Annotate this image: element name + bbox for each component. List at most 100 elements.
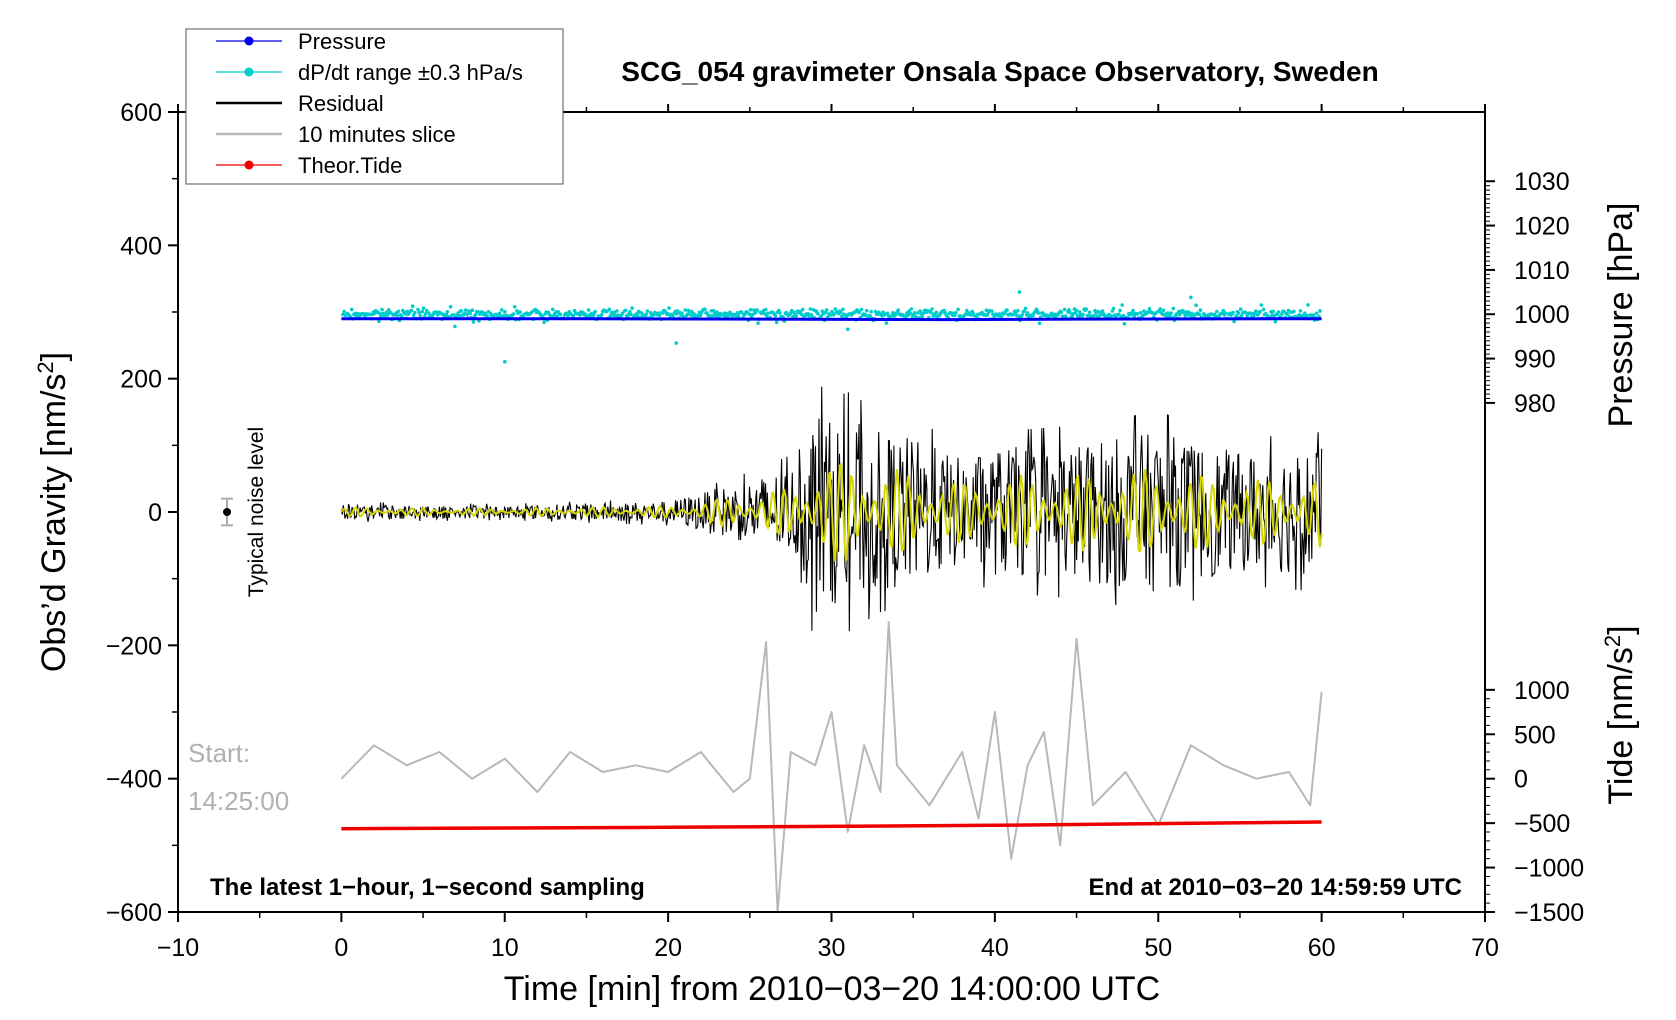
dpdt-point <box>884 321 889 325</box>
dpdt-point <box>1111 306 1116 311</box>
dpdt-point <box>1169 311 1173 315</box>
pressure-tick-label: 1030 <box>1514 168 1570 196</box>
dpdt-point <box>736 314 741 319</box>
dpdt-point <box>1087 310 1092 315</box>
dpdt-point <box>1161 308 1166 313</box>
dpdt-point <box>1067 308 1071 312</box>
dpdt-point <box>1158 307 1162 311</box>
dpdt-point <box>417 310 421 315</box>
left-axis-title-sup: 2 <box>33 361 58 373</box>
x-tick-label: 20 <box>654 934 682 962</box>
tide-axis-title: Tide [nm/s2] <box>1600 625 1640 804</box>
dpdt-point <box>954 311 958 315</box>
dpdt-point <box>1020 313 1024 317</box>
dpdt-point <box>511 312 516 316</box>
dpdt-point <box>868 314 872 318</box>
dpdt-point <box>558 312 563 317</box>
dpdt-point <box>1273 319 1278 324</box>
dpdt-point <box>1314 311 1319 316</box>
dpdt-point <box>542 320 546 325</box>
dpdt-point <box>1254 309 1258 313</box>
dpdt-point <box>418 313 423 318</box>
dpdt-point <box>409 308 414 313</box>
dpdt-point <box>421 306 426 311</box>
dpdt-point <box>1223 311 1228 315</box>
dpdt-point <box>1198 308 1203 313</box>
dpdt-point <box>1174 312 1179 316</box>
dpdt-point <box>1005 308 1009 312</box>
dpdt-point <box>1122 322 1127 326</box>
dpdt-point <box>1138 311 1143 315</box>
dpdt-point <box>1132 314 1136 319</box>
left-tick-label: 400 <box>120 232 162 260</box>
dpdt-point <box>416 307 420 312</box>
dpdt-point <box>680 311 684 316</box>
dpdt-point <box>711 308 716 313</box>
dpdt-point <box>1022 309 1027 314</box>
dpdt-point <box>464 308 468 312</box>
legend-marker-pressure <box>244 36 254 46</box>
dpdt-point <box>427 311 431 315</box>
tide-tick-label: −1500 <box>1514 899 1584 927</box>
theor-tide-line <box>341 820 1322 831</box>
dpdt-point <box>620 311 625 316</box>
legend-box <box>185 28 564 185</box>
dpdt-point <box>566 314 570 318</box>
left-tick-label: 0 <box>148 499 162 527</box>
dpdt-point <box>666 311 670 316</box>
dpdt-point <box>756 321 760 325</box>
legend-marker-dpdt <box>244 67 254 77</box>
left-tick-label: −200 <box>106 632 162 660</box>
dpdt-point <box>1081 312 1085 317</box>
dpdt-point <box>674 341 679 345</box>
dpdt-point <box>445 310 450 314</box>
dpdt-point <box>1074 308 1079 313</box>
dpdt-point <box>1109 314 1114 319</box>
dpdt-point <box>615 309 619 313</box>
dpdt-point <box>999 314 1004 319</box>
dpdt-point <box>471 320 476 324</box>
dpdt-point <box>384 310 389 315</box>
dpdt-point <box>990 309 994 313</box>
dpdt-point <box>1271 309 1276 314</box>
left-tick-label: 600 <box>120 99 162 127</box>
dpdt-point <box>1234 314 1239 318</box>
legend-label-theor-tide: Theor.Tide <box>298 153 402 178</box>
dpdt-point <box>778 311 782 315</box>
dpdt-point <box>1135 311 1140 316</box>
dpdt-point <box>934 310 939 315</box>
dpdt-point <box>1189 295 1193 300</box>
dpdt-point <box>748 307 753 312</box>
left-tick-label: 200 <box>120 366 162 394</box>
dpdt-point <box>457 313 462 318</box>
left-axis-title-main: Obs’d Gravity [nm/s <box>35 374 73 673</box>
dpdt-point <box>1120 303 1124 307</box>
legend-marker-theor-tide <box>244 160 254 170</box>
dpdt-point <box>833 307 838 311</box>
noise-label: Typical noise level <box>245 427 268 597</box>
dpdt-point <box>956 307 960 312</box>
dpdt-point <box>386 308 391 312</box>
legend-items: Pressure dP/dt range ±0.3 hPa/s Residual 10… <box>216 29 523 178</box>
dpdt-point <box>698 313 703 318</box>
pressure-axis-title: Pressure [hPa] <box>1602 203 1640 428</box>
dpdt-point <box>1239 313 1244 318</box>
dpdt-point <box>608 314 613 318</box>
axes-layer: −10 0 10 20 30 40 50 60 70−600−400−2000200400600… <box>106 99 1585 962</box>
pressure-tick-label: 1020 <box>1514 213 1570 241</box>
dpdt-point <box>1186 310 1191 314</box>
dpdt-point <box>1238 307 1243 312</box>
dpdt-point <box>1147 306 1152 311</box>
x-tick-label: 70 <box>1471 934 1499 962</box>
pressure-tick-label: 990 <box>1514 346 1556 374</box>
dpdt-point <box>773 314 778 318</box>
dpdt-point <box>412 310 417 315</box>
dpdt-point <box>896 308 901 312</box>
data-layer <box>221 290 1323 913</box>
x-tick-label: 30 <box>818 934 846 962</box>
dpdt-point <box>1197 312 1202 317</box>
dpdt-point <box>1190 311 1194 316</box>
dpdt-point <box>1037 321 1042 326</box>
dpdt-point <box>1062 307 1067 312</box>
